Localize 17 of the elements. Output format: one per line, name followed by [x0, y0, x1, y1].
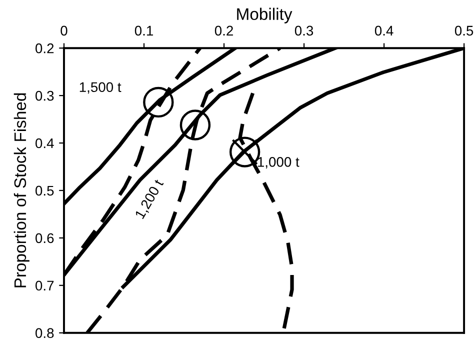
y-tick-label: 0.5: [36, 186, 54, 196]
y-tick-label: 0.7: [36, 280, 54, 291]
x-tick-label: 0.3: [294, 26, 314, 36]
x-tick-label: 0.2: [214, 26, 233, 36]
y-tick-label: 0.3: [36, 90, 54, 101]
y-tick-label: 0.4: [36, 138, 54, 148]
y-axis-title: Proportion of Stock Fished: [14, 93, 30, 288]
y-tick-label: 0.8: [36, 328, 54, 338]
x-tick-label: 0.5: [454, 26, 474, 36]
y-tick-label: 0.6: [36, 233, 54, 244]
x-tick-label: 0.4: [374, 26, 394, 36]
annotation: 1,000 t: [258, 157, 300, 169]
y-tick-label: 0.2: [36, 43, 54, 54]
x-axis-title: Mobility: [237, 8, 292, 24]
annotation: 1,500 t: [80, 82, 122, 94]
x-tick-label: 0: [60, 26, 68, 36]
x-tick-label: 0.1: [134, 26, 153, 36]
